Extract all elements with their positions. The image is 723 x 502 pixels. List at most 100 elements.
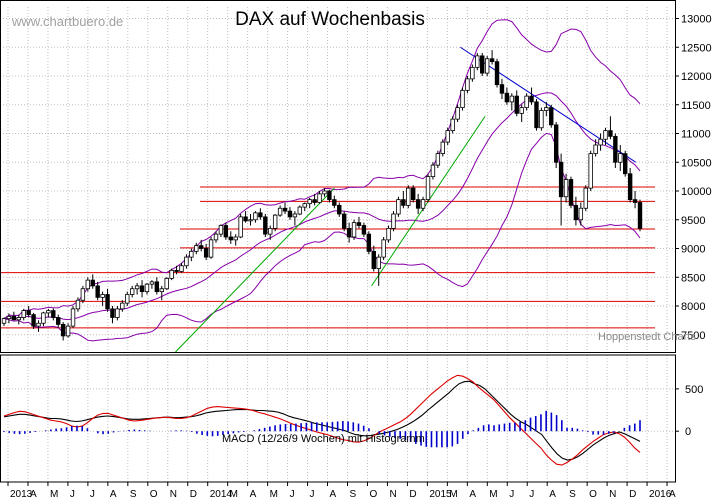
y-tick-label: 500 bbox=[685, 384, 703, 396]
x-tick-label: 2016 bbox=[649, 489, 672, 500]
candle-body bbox=[287, 210, 293, 218]
candle-body bbox=[75, 299, 81, 310]
candle-body bbox=[529, 95, 534, 103]
macd-line bbox=[3, 380, 641, 461]
candle-body bbox=[203, 248, 209, 258]
macd-panel bbox=[3, 374, 641, 466]
candle-body bbox=[341, 213, 347, 229]
candle-body bbox=[351, 222, 357, 238]
candle-body bbox=[11, 315, 17, 321]
x-tick-label: J bbox=[310, 489, 315, 500]
candle-body bbox=[208, 239, 214, 258]
watermark: www.chartbuero.de bbox=[11, 14, 123, 29]
candle-body bbox=[401, 199, 406, 206]
x-tick-label: A bbox=[469, 489, 476, 500]
candle-body bbox=[263, 216, 268, 235]
candle-body bbox=[613, 135, 618, 163]
y-tick-label: 10500 bbox=[681, 157, 712, 169]
candle-body bbox=[169, 269, 174, 279]
candle-body bbox=[302, 203, 307, 208]
candle-body bbox=[85, 279, 91, 290]
x-tick-label: M bbox=[270, 489, 278, 500]
y-tick-label: 10000 bbox=[681, 186, 712, 198]
macd-title: MACD (12/26/9 Wochen) mit Histogramm bbox=[222, 433, 425, 445]
y-tick-label: 13000 bbox=[681, 14, 712, 26]
candle-body bbox=[391, 213, 396, 229]
x-tick-label: N bbox=[609, 489, 616, 500]
candle-body bbox=[440, 141, 445, 155]
candle-body bbox=[406, 187, 411, 206]
band-line bbox=[3, 132, 641, 342]
candle-body bbox=[588, 153, 593, 189]
candle-body bbox=[480, 55, 485, 74]
candle-body bbox=[51, 310, 56, 318]
candle-body bbox=[558, 161, 564, 198]
candle-body bbox=[504, 92, 510, 103]
candle-body bbox=[184, 256, 189, 267]
candle-body bbox=[26, 310, 31, 316]
candle-body bbox=[282, 207, 288, 212]
x-tick-label: J bbox=[509, 489, 514, 500]
x-tick-label: S bbox=[569, 489, 576, 500]
candle-body bbox=[637, 202, 643, 229]
candle-body bbox=[238, 216, 243, 238]
candle-body bbox=[445, 130, 450, 143]
macd-line bbox=[3, 374, 641, 466]
candle-body bbox=[327, 190, 332, 201]
source-note: Hoppenstedt Charts bbox=[598, 331, 696, 343]
candle-body bbox=[115, 308, 120, 318]
candle-body bbox=[519, 107, 524, 114]
y-tick-label: 11000 bbox=[681, 129, 711, 141]
candle-body bbox=[455, 107, 460, 120]
x-tick-label: M bbox=[230, 489, 238, 500]
candle-body bbox=[1, 318, 7, 324]
candle-body bbox=[60, 323, 66, 337]
candle-body bbox=[174, 269, 179, 272]
candle-body bbox=[144, 283, 150, 293]
candle-body bbox=[381, 239, 386, 258]
y-tick-label: 11500 bbox=[681, 100, 711, 112]
candle-body bbox=[31, 314, 36, 327]
candle-body bbox=[603, 130, 608, 140]
x-tick-label: A bbox=[250, 489, 257, 500]
candle-body bbox=[218, 225, 224, 235]
candle-body bbox=[129, 288, 135, 295]
candle-body bbox=[65, 325, 71, 337]
candle-body bbox=[100, 294, 105, 298]
x-tick-label: A bbox=[330, 489, 337, 500]
candle-body bbox=[366, 233, 372, 252]
x-tick-label: D bbox=[629, 489, 636, 500]
macd-frame bbox=[0, 354, 676, 483]
y-tick-label: 8000 bbox=[681, 301, 705, 313]
candle-body bbox=[120, 302, 125, 310]
candle-body bbox=[179, 265, 184, 272]
candle-body bbox=[593, 144, 598, 155]
x-tick-label: 2014 bbox=[210, 489, 233, 500]
x-tick-label: O bbox=[369, 489, 377, 500]
candle-body bbox=[415, 199, 421, 209]
x-tick-label: O bbox=[589, 489, 597, 500]
trendline bbox=[175, 187, 335, 353]
candle-body bbox=[21, 310, 26, 318]
candle-body bbox=[189, 250, 194, 258]
candle-body bbox=[36, 322, 41, 327]
x-tick-label: 2013 bbox=[10, 489, 33, 500]
candle-body bbox=[317, 193, 322, 203]
candle-body bbox=[194, 245, 199, 252]
x-tick-label: N bbox=[170, 489, 177, 500]
candle-body bbox=[332, 199, 337, 206]
y-tick-label: 9000 bbox=[681, 244, 705, 256]
candle-body bbox=[420, 199, 426, 209]
candle-body bbox=[539, 110, 544, 129]
x-tick-label: M bbox=[489, 489, 497, 500]
candle-body bbox=[95, 285, 100, 298]
candle-body bbox=[46, 310, 51, 314]
candle-body bbox=[573, 204, 579, 221]
candle-body bbox=[524, 95, 529, 109]
candle-body bbox=[292, 213, 298, 218]
candle-body bbox=[228, 236, 233, 241]
candle-body bbox=[149, 281, 155, 285]
y-tick-label: 8500 bbox=[681, 272, 705, 284]
